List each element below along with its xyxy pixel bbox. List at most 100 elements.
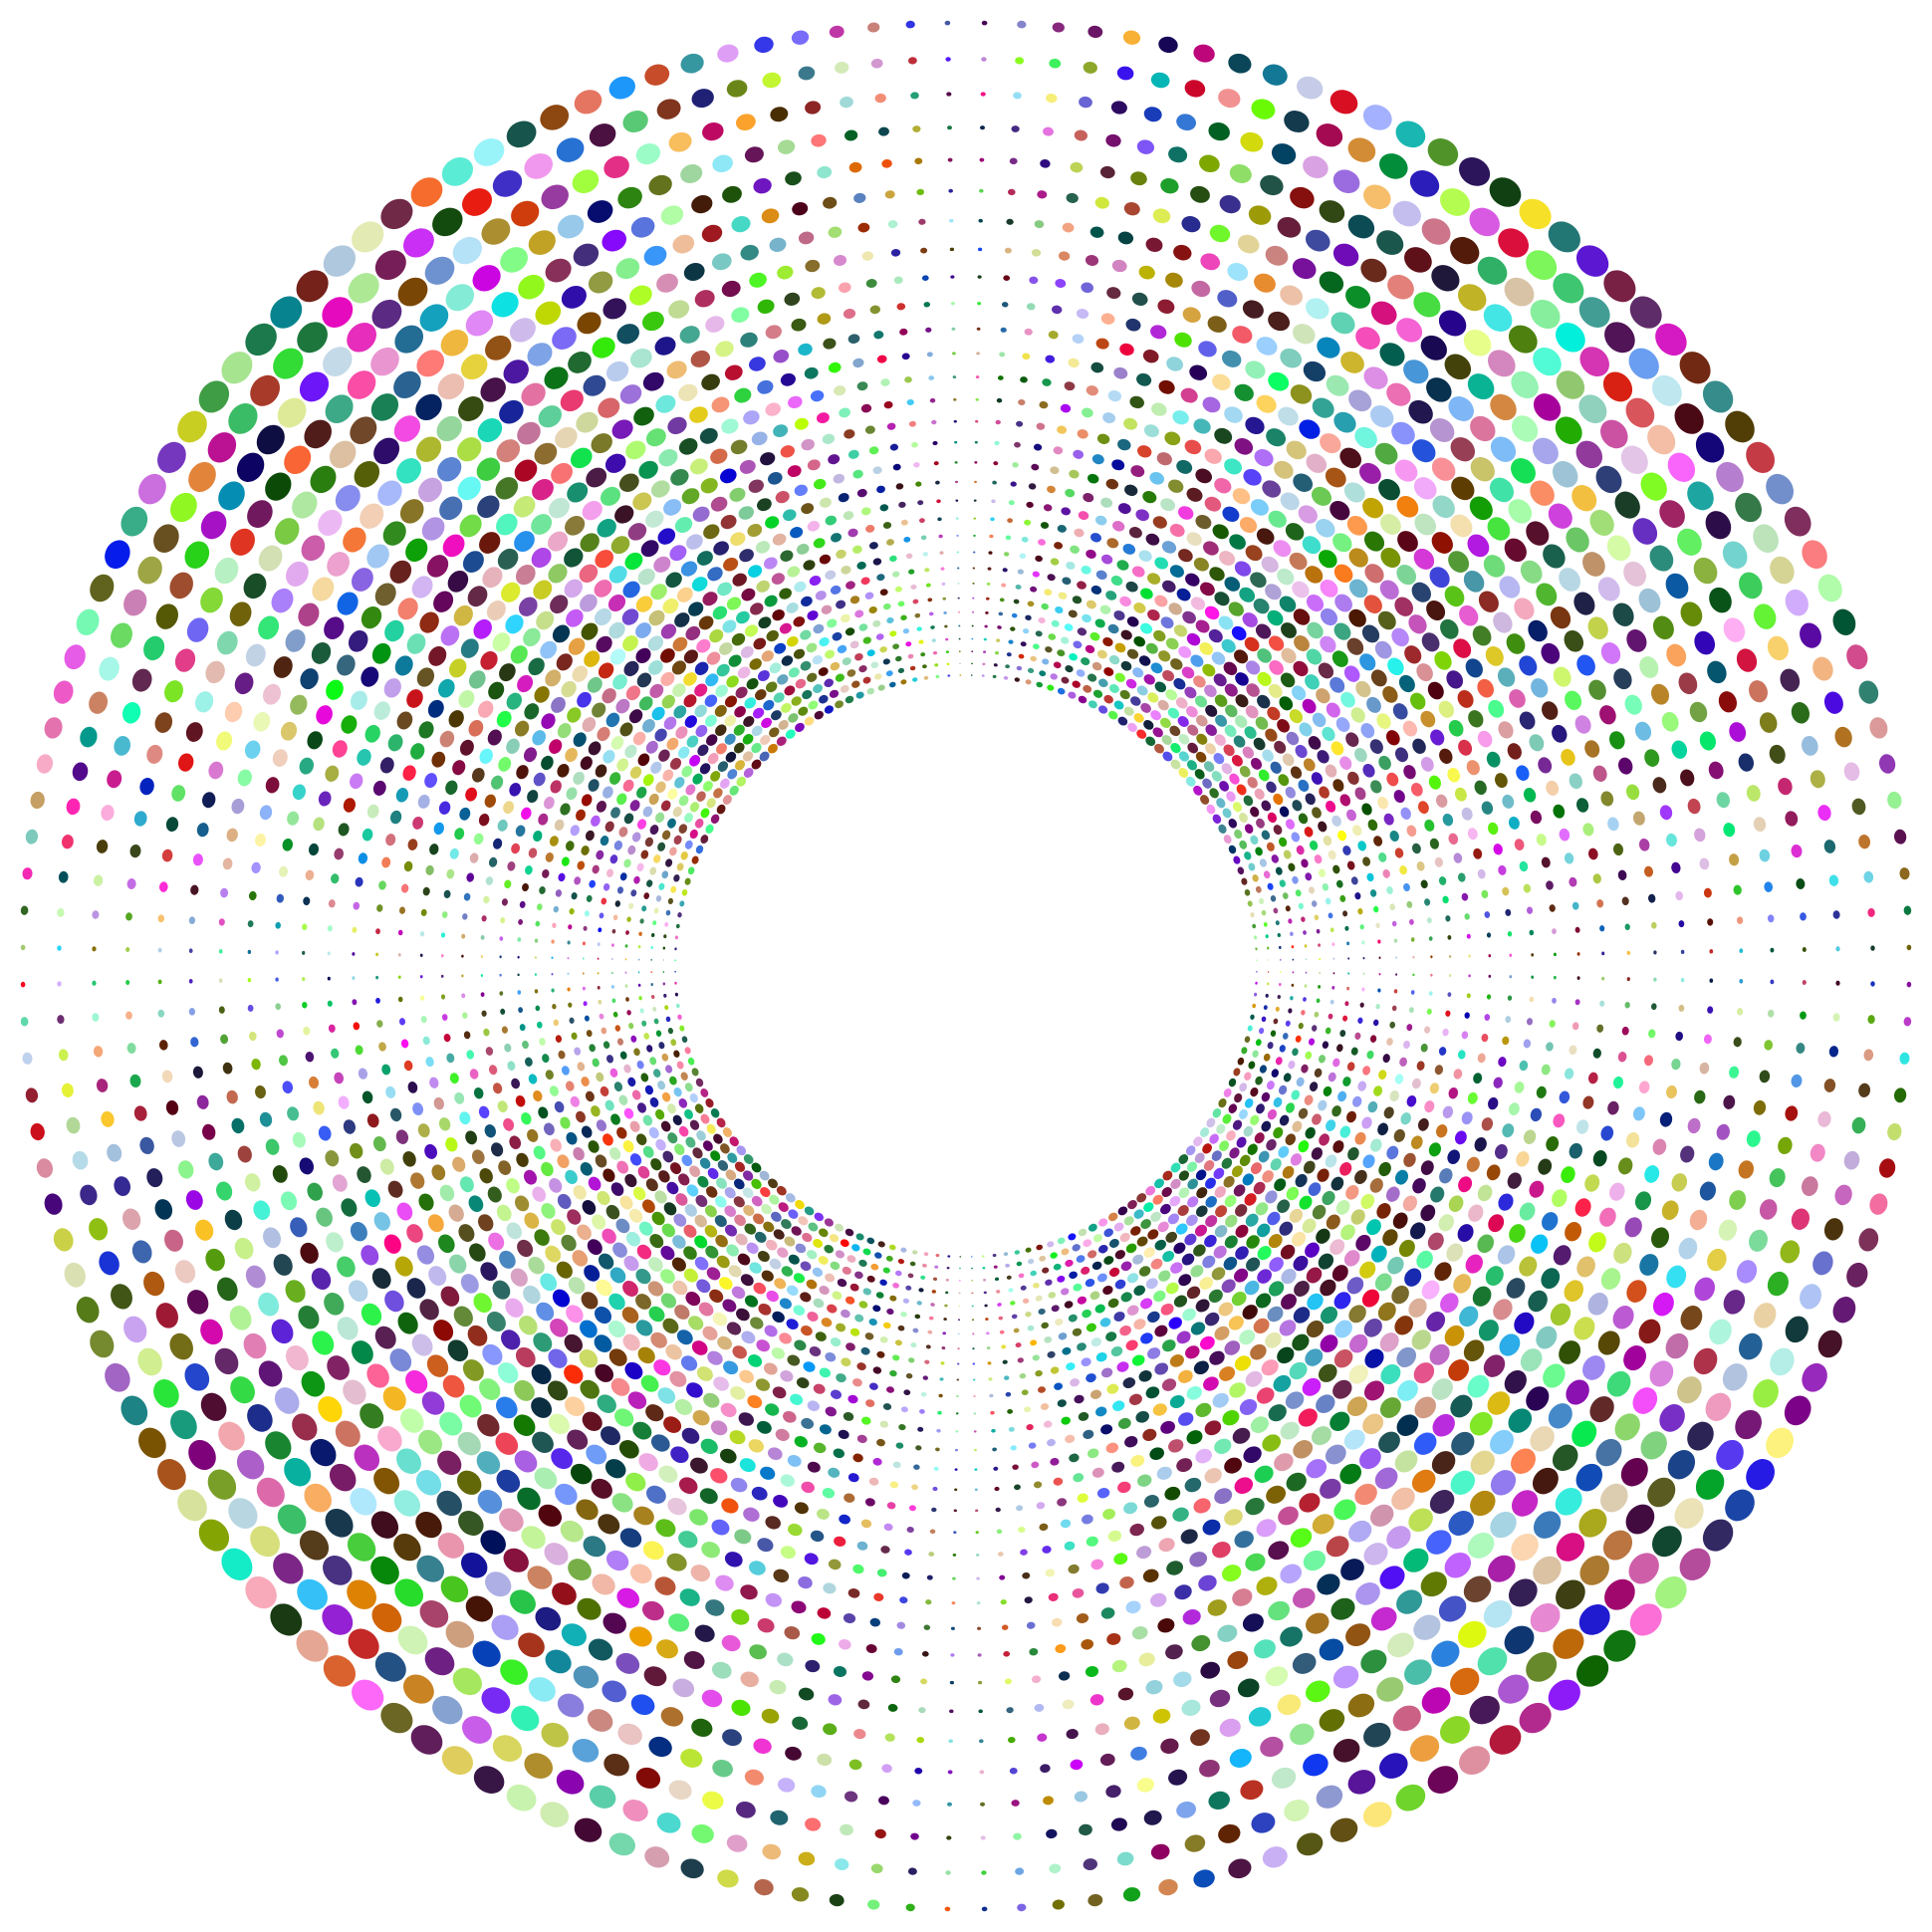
color-dot: [744, 624, 759, 637]
color-dot: [1098, 1244, 1108, 1254]
color-dot: [898, 501, 906, 508]
color-dot: [1426, 377, 1452, 402]
color-dot: [1083, 61, 1097, 74]
color-dot: [642, 774, 654, 787]
color-dot: [1362, 763, 1375, 778]
color-dot: [1297, 76, 1324, 100]
color-dot: [743, 410, 760, 425]
color-dot: [1481, 1033, 1489, 1043]
color-dot: [829, 25, 845, 39]
color-dot: [1299, 1493, 1321, 1513]
color-dot: [514, 459, 538, 482]
color-dot: [1130, 1226, 1141, 1236]
color-dot: [534, 686, 550, 703]
color-dot: [1284, 111, 1310, 132]
color-dot: [798, 706, 809, 716]
color-dot: [1530, 1107, 1543, 1122]
color-dot: [778, 720, 789, 730]
color-dot: [737, 1253, 751, 1266]
color-dot: [1123, 1502, 1138, 1515]
color-dot: [1105, 1331, 1117, 1341]
color-dot: [1233, 1068, 1241, 1077]
color-dot: [473, 833, 484, 845]
color-dot: [1600, 791, 1614, 807]
color-dot: [1652, 777, 1667, 794]
color-dot: [757, 1538, 774, 1553]
color-dot: [1311, 1147, 1324, 1160]
color-dot: [753, 1282, 767, 1295]
color-dot: [1800, 622, 1821, 648]
color-dot: [1051, 305, 1063, 315]
color-dot: [908, 1505, 916, 1512]
color-dot: [1274, 1178, 1287, 1192]
color-dot: [429, 844, 439, 855]
color-dot: [600, 1086, 609, 1096]
color-dot: [1205, 724, 1217, 737]
color-dot: [1094, 618, 1105, 628]
color-dot: [1655, 323, 1687, 357]
color-dot: [1154, 1325, 1168, 1337]
color-dot: [1268, 1541, 1290, 1561]
color-dot: [1614, 491, 1640, 519]
color-dot: [1066, 1362, 1076, 1371]
color-dot: [706, 798, 716, 809]
color-dot: [984, 624, 988, 628]
color-dot: [992, 1447, 997, 1452]
color-dot: [1160, 1303, 1174, 1316]
color-dot: [660, 1246, 675, 1261]
color-dot: [1431, 265, 1460, 292]
dot-ray: [270, 1162, 762, 1636]
color-dot: [1244, 851, 1252, 860]
color-dot: [830, 1261, 841, 1271]
color-dot: [1299, 419, 1321, 439]
color-dot: [981, 1255, 985, 1258]
color-dot: [716, 804, 726, 815]
color-dot: [832, 631, 843, 641]
color-dot: [395, 788, 409, 803]
color-dot: [1241, 877, 1248, 885]
color-dot: [706, 1267, 721, 1281]
color-dot: [641, 1020, 647, 1027]
color-dot: [1536, 1086, 1547, 1098]
color-dot: [1468, 710, 1484, 728]
color-dot: [1363, 531, 1385, 552]
color-dot: [1386, 1145, 1399, 1160]
color-dot: [1259, 1027, 1265, 1035]
color-dot: [1767, 1271, 1789, 1297]
color-dot: [649, 683, 664, 698]
color-dot: [825, 1273, 836, 1283]
color-dot: [971, 1280, 974, 1282]
color-dot: [61, 1083, 74, 1097]
color-dot: [1214, 1488, 1233, 1505]
color-dot: [819, 694, 829, 704]
color-dot: [1376, 1203, 1391, 1219]
color-dot: [823, 196, 838, 209]
color-dot: [713, 541, 729, 556]
color-dot: [1157, 1618, 1175, 1633]
color-dot: [931, 1290, 936, 1294]
color-dot: [1398, 674, 1415, 693]
dot-ray: [1036, 44, 1215, 688]
color-dot: [1130, 1746, 1147, 1761]
color-dot: [1634, 1191, 1652, 1211]
color-dot: [619, 1195, 633, 1210]
color-dot: [1232, 1427, 1251, 1444]
color-dot: [495, 477, 519, 500]
color-dot: [666, 737, 679, 751]
color-dot: [1293, 324, 1316, 345]
color-dot: [275, 950, 279, 955]
color-dot: [1438, 310, 1467, 337]
color-dot: [638, 696, 653, 711]
color-dot: [465, 1595, 494, 1622]
color-dot: [858, 623, 868, 631]
color-dot: [1011, 1314, 1018, 1320]
color-dot: [743, 768, 754, 778]
color-dot: [661, 1091, 671, 1102]
color-dot: [375, 952, 379, 957]
color-dot: [1754, 604, 1777, 629]
color-dot: [506, 738, 520, 754]
color-dot: [1087, 473, 1099, 484]
color-dot: [506, 1222, 523, 1240]
color-dot: [625, 440, 646, 460]
color-dot: [313, 817, 325, 832]
